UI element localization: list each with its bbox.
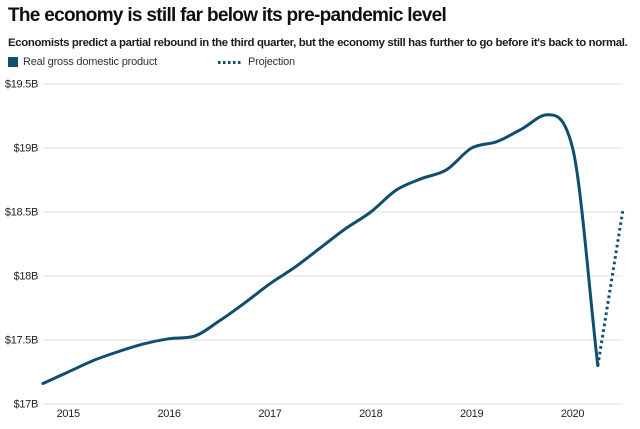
- legend: Real gross domestic product Projection: [0, 56, 640, 72]
- y-axis-tick-label: $17B: [14, 399, 39, 411]
- y-axis-tick-label: $18B: [14, 271, 39, 283]
- subtitle: Economists predict a partial rebound in …: [8, 37, 628, 49]
- y-axis-tick-label: $19B: [14, 143, 39, 155]
- x-axis-tick-label: 2019: [460, 408, 483, 420]
- gdp-series-swatch-icon: [8, 57, 18, 67]
- projection-dotted-line-icon: [218, 60, 242, 64]
- x-axis-tick-label: 2015: [57, 408, 80, 420]
- projection-line: [596, 209, 625, 366]
- gdp-series-label: Real gross domestic product: [23, 56, 157, 68]
- projection-label: Projection: [248, 56, 295, 68]
- gdp-line: [41, 113, 600, 385]
- x-axis-tick-label: 2018: [359, 408, 382, 420]
- page-title: The economy is still far below its pre-p…: [8, 5, 447, 26]
- x-axis-tick-label: 2020: [561, 408, 584, 420]
- y-axis-tick-label: $18.5B: [5, 207, 38, 219]
- x-axis-tick-label: 2017: [258, 408, 281, 420]
- x-axis-tick-label: 2016: [157, 408, 180, 420]
- y-axis-tick-label: $19.5B: [5, 79, 38, 91]
- y-axis-tick-label: $17.5B: [5, 335, 38, 347]
- legend-item-projection: Projection: [218, 56, 295, 68]
- legend-item-gdp: Real gross domestic product: [8, 56, 157, 68]
